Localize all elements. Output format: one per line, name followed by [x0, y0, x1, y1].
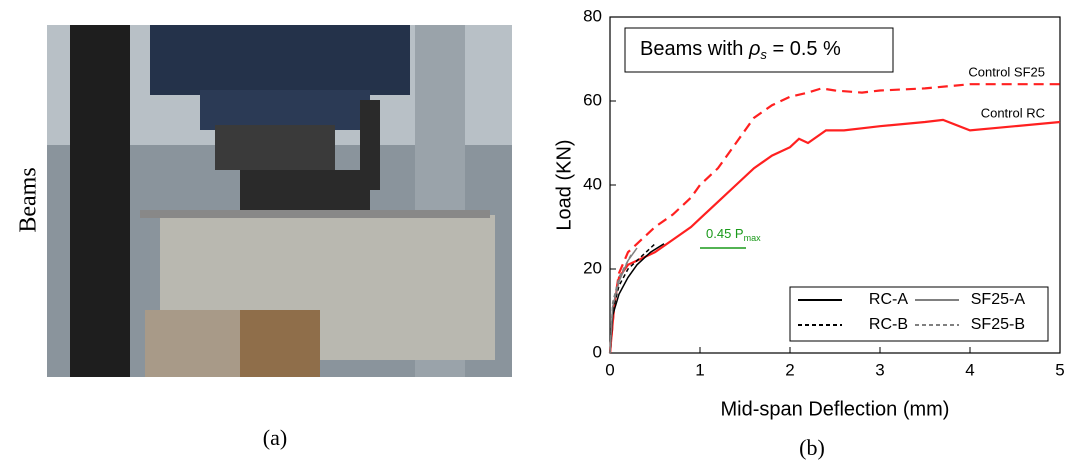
line [608, 118, 1061, 354]
caption: (a) [263, 425, 287, 450]
y-axis-label: Load (KN) [553, 139, 575, 230]
x-axis-label: Mid-span Deflection (mm) [721, 398, 950, 420]
annotation: Beams with ρs = 0.5 % [640, 38, 841, 62]
line [609, 243, 656, 354]
legend-label: SF25-A [971, 291, 1026, 308]
y-tick-label: 40 [583, 174, 602, 193]
series-label: Control SF25 [968, 65, 1045, 80]
annotation-part: max [744, 233, 762, 243]
chart: 0 1 2 3 4 5 0 20 40 60 80 Mid-span Deflection (mm) L… [553, 6, 1064, 420]
line [609, 251, 634, 354]
legend-label: RC-A [869, 291, 908, 308]
y-tick-label: 80 [583, 6, 602, 25]
line [608, 83, 1060, 354]
x-tick-label: 5 [1055, 360, 1064, 379]
x-tick-label: 4 [965, 360, 974, 379]
legend-box [789, 286, 1049, 342]
annotation-part: Beams with [640, 38, 749, 60]
reference-annotation: 0.45 Pmax [706, 226, 761, 243]
x-tick-label: 3 [875, 360, 884, 379]
legend-label: SF25-B [971, 316, 1025, 333]
y-tick-label: 0 [593, 342, 602, 361]
photo [47, 25, 512, 377]
annotation-part: ρ [748, 38, 760, 60]
annotation-part: 0.45 P [706, 226, 744, 241]
x-tick-label: 2 [785, 360, 794, 379]
annotation-box [624, 27, 894, 73]
legend-label: RC-B [869, 316, 908, 333]
photo-label: Beams [16, 167, 42, 232]
y-tick-label: 60 [583, 90, 602, 109]
annotation-part: s [760, 47, 767, 62]
y-tick-label: 20 [583, 258, 602, 277]
annotation-part: = 0.5 % [767, 38, 841, 60]
x-tick-label: 1 [695, 360, 704, 379]
x-tick-label: 0 [605, 360, 614, 379]
caption: (b) [799, 435, 825, 460]
series-label: Control RC [981, 105, 1045, 120]
